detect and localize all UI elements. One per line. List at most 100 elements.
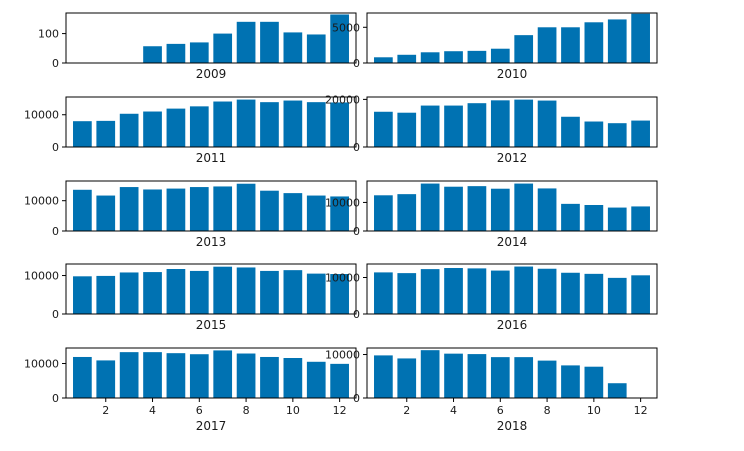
y-tick-label: 0 bbox=[353, 225, 360, 238]
bar-2009-7 bbox=[213, 33, 233, 63]
bar-2009-12 bbox=[330, 14, 349, 63]
bar-2015-4 bbox=[143, 272, 162, 314]
bar-2014-6 bbox=[490, 188, 510, 231]
bar-2017-3 bbox=[119, 352, 139, 398]
bar-2018-7 bbox=[514, 357, 534, 398]
y-tick-label: 20000 bbox=[325, 93, 360, 106]
bar-2016-3 bbox=[420, 269, 440, 314]
subplot-2017: 0 10000 2 4 6 8 10 12 2017 bbox=[24, 347, 357, 433]
bar-2018-3 bbox=[420, 350, 440, 398]
y-tick-label: 10000 bbox=[24, 195, 59, 208]
bar-2015-8 bbox=[236, 267, 256, 314]
bar-2016-2 bbox=[397, 273, 417, 314]
bar-2013-4 bbox=[143, 189, 162, 231]
y-tick-label: 10000 bbox=[24, 270, 59, 283]
subplot-2012: 0 20000 2012 bbox=[325, 93, 658, 165]
bar-2018-5 bbox=[467, 354, 487, 398]
axes-frame bbox=[65, 347, 357, 399]
y-tick-label: 0 bbox=[52, 308, 59, 321]
bar-2009-11 bbox=[306, 34, 326, 63]
bar-2012-5 bbox=[467, 103, 487, 147]
y-tick-label: 0 bbox=[353, 308, 360, 321]
bar-2015-5 bbox=[166, 269, 186, 314]
bar-2010-11 bbox=[607, 19, 627, 63]
axes-frame bbox=[65, 180, 357, 232]
bar-2014-12 bbox=[631, 206, 650, 231]
subplot-title: 2018 bbox=[497, 419, 528, 433]
y-tick-label: 10000 bbox=[325, 349, 360, 362]
bar-2012-3 bbox=[420, 105, 440, 147]
bar-2013-11 bbox=[306, 195, 326, 231]
subplot-2014: 0 10000 2014 bbox=[325, 180, 658, 249]
y-tick-label: 10000 bbox=[325, 196, 360, 209]
subplot-2016: 0 10000 2016 bbox=[325, 263, 658, 332]
y-tick-label: 0 bbox=[52, 141, 59, 154]
y-tick-label: 10000 bbox=[24, 109, 59, 122]
subplot-title: 2013 bbox=[196, 235, 227, 249]
y-tick-label: 5000 bbox=[332, 21, 360, 34]
bar-2018-4 bbox=[444, 353, 463, 398]
bar-2013-5 bbox=[166, 188, 186, 231]
bar-2010-2 bbox=[397, 54, 417, 63]
bar-2011-8 bbox=[236, 99, 256, 147]
bar-2012-7 bbox=[514, 99, 534, 147]
bar-2013-2 bbox=[96, 195, 116, 231]
bar-2018-6 bbox=[490, 357, 510, 398]
bar-2017-12 bbox=[330, 363, 349, 398]
subplot-2011: 0 10000 2011 bbox=[24, 96, 357, 165]
bar-2016-1 bbox=[374, 272, 393, 314]
bar-2011-3 bbox=[119, 113, 139, 147]
bar-2014-2 bbox=[397, 194, 417, 231]
bar-2015-3 bbox=[119, 272, 139, 314]
bar-2011-9 bbox=[260, 102, 279, 147]
bar-2015-7 bbox=[213, 266, 233, 314]
x-tick-label: 6 bbox=[196, 404, 203, 417]
bar-2013-3 bbox=[119, 187, 139, 231]
bar-2012-8 bbox=[537, 100, 557, 147]
bar-2012-1 bbox=[374, 111, 393, 147]
subplot-title: 2010 bbox=[497, 67, 528, 81]
subplot-title: 2009 bbox=[196, 67, 227, 81]
bar-2012-10 bbox=[584, 121, 604, 147]
bar-2017-11 bbox=[306, 361, 326, 398]
axes-frame bbox=[366, 180, 658, 232]
subplot-2015: 0 10000 2015 bbox=[24, 263, 357, 332]
x-tick-label: 10 bbox=[587, 404, 601, 417]
bar-2016-5 bbox=[467, 268, 487, 314]
bar-2017-4 bbox=[143, 352, 162, 398]
y-tick-label: 0 bbox=[52, 392, 59, 405]
bar-2016-11 bbox=[607, 277, 627, 314]
bar-2009-4 bbox=[143, 46, 162, 63]
subplot-title: 2014 bbox=[497, 235, 528, 249]
bar-2018-8 bbox=[537, 360, 557, 398]
x-tick-label: 4 bbox=[149, 404, 156, 417]
subplot-title: 2015 bbox=[196, 318, 227, 332]
bar-2010-9 bbox=[561, 27, 580, 63]
subplot-2013: 0 10000 2013 bbox=[24, 180, 357, 249]
subplot-2018: 0 10000 2 4 6 8 10 12 2018 bbox=[325, 347, 658, 433]
y-tick-label: 0 bbox=[353, 141, 360, 154]
y-tick-label: 100 bbox=[38, 28, 59, 41]
bar-2012-12 bbox=[631, 120, 650, 147]
bar-2017-8 bbox=[236, 353, 256, 398]
bar-2012-9 bbox=[561, 116, 580, 147]
x-tick-label: 12 bbox=[634, 404, 648, 417]
x-tick-label: 2 bbox=[403, 404, 410, 417]
bar-2009-9 bbox=[260, 21, 279, 63]
bar-2014-1 bbox=[374, 195, 393, 231]
bar-2015-11 bbox=[306, 273, 326, 314]
bar-2018-2 bbox=[397, 358, 417, 398]
bar-2011-10 bbox=[283, 100, 303, 147]
bar-2014-8 bbox=[537, 188, 557, 231]
x-tick-label: 8 bbox=[544, 404, 551, 417]
bar-2013-6 bbox=[189, 187, 209, 231]
bar-2016-4 bbox=[444, 268, 463, 314]
bar-2011-1 bbox=[73, 121, 92, 147]
bar-2010-3 bbox=[420, 52, 440, 63]
bar-2014-5 bbox=[467, 186, 487, 231]
bar-2018-11 bbox=[607, 383, 627, 398]
bar-2013-1 bbox=[73, 189, 92, 231]
bar-2017-2 bbox=[96, 360, 116, 398]
bar-2015-10 bbox=[283, 270, 303, 314]
